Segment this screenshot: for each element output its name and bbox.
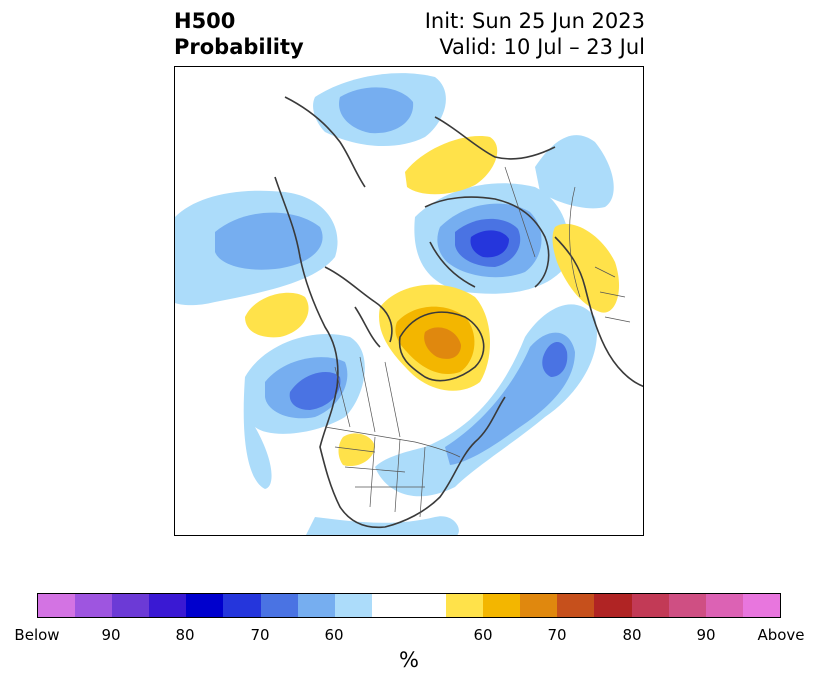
colorbar-swatch — [223, 594, 261, 617]
below-normal-areas — [175, 73, 614, 535]
coastlines — [274, 96, 643, 529]
colorbar-tick-label: 80 — [622, 626, 642, 644]
title-variable: H500 — [174, 9, 236, 33]
colorbar-tick-label: 60 — [324, 626, 344, 644]
below-region-atlantic-mid — [445, 332, 575, 465]
colorbar-swatch — [705, 594, 743, 617]
colorbar-tick-label: Above — [757, 626, 805, 644]
colorbar-swatch — [520, 594, 558, 617]
border-us-canada — [324, 426, 461, 458]
colorbar-tick-label: 80 — [175, 626, 195, 644]
colorbar-swatch — [408, 594, 447, 617]
colorbar-unit: % — [399, 648, 419, 672]
colorbar-swatch — [186, 594, 224, 617]
colorbar-swatch — [334, 594, 372, 617]
colorbar-tick-label: 90 — [696, 626, 716, 644]
coastline-asia-north — [284, 96, 556, 188]
above-region-bering — [245, 292, 309, 338]
border-us-states — [334, 436, 426, 518]
above-region-greenland-core — [424, 327, 461, 359]
colorbar-tick-label: 70 — [547, 626, 567, 644]
map-svg — [175, 73, 643, 535]
coastline-greenland — [398, 311, 485, 382]
colorbar-swatch — [75, 594, 113, 617]
below-region-north-pacific-core — [215, 212, 323, 270]
colorbar-swatch — [742, 594, 780, 617]
below-region-russia-east — [535, 135, 614, 209]
colorbar-tick-label: Below — [14, 626, 60, 644]
title-left: H500 Probability — [174, 8, 304, 60]
colorbar-swatch — [38, 594, 76, 617]
init-date: Init: Sun 25 Jun 2023 — [424, 9, 645, 33]
below-region-siberia-core — [470, 230, 509, 258]
border-europe — [594, 266, 631, 323]
title-right: Init: Sun 25 Jun 2023 Valid: 10 Jul – 23… — [425, 8, 645, 60]
title-type: Probability — [174, 35, 304, 59]
colorbar-swatch — [668, 594, 706, 617]
colorbar-swatch — [260, 594, 298, 617]
colorbar-swatch — [631, 594, 669, 617]
colorbar-swatch — [149, 594, 187, 617]
border-russia — [504, 166, 581, 298]
colorbar-swatch — [594, 594, 632, 617]
border-canada-provinces — [334, 356, 401, 438]
above-region-europe — [552, 223, 620, 313]
colorbar-tick-label: 70 — [250, 626, 270, 644]
colorbar-tick-label: 60 — [473, 626, 493, 644]
colorbar-swatch — [297, 594, 335, 617]
coastline-canada-arctic — [324, 266, 393, 348]
below-region-southeast — [306, 516, 459, 535]
coastline-europe — [554, 236, 643, 388]
colorbar-swatch — [371, 594, 409, 617]
above-normal-areas — [245, 136, 620, 467]
colorbar-swatch — [483, 594, 521, 617]
political-borders — [324, 166, 631, 518]
colorbar-swatch — [446, 594, 484, 617]
below-region-east-pacific-core — [289, 372, 341, 410]
above-region-barents — [405, 136, 498, 195]
colorbar-tick-label: 90 — [101, 626, 121, 644]
below-region-atlantic-core — [542, 341, 568, 377]
probability-map — [174, 66, 644, 536]
colorbar — [37, 593, 781, 618]
coastline-siberia — [424, 196, 550, 288]
colorbar-swatch — [112, 594, 150, 617]
coastline-north-america — [274, 176, 506, 529]
valid-range: Valid: 10 Jul – 23 Jul — [439, 35, 645, 59]
colorbar-swatch — [557, 594, 595, 617]
below-region-arctic-north-core — [339, 87, 414, 134]
